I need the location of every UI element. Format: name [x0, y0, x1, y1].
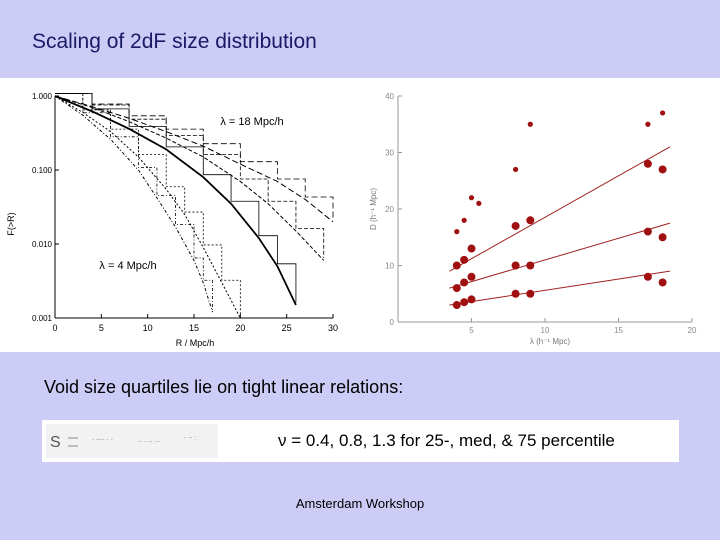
cdf-series-histogram — [55, 93, 297, 303]
cdf-x-tick-label: 0 — [52, 323, 57, 333]
scatter-point — [467, 272, 476, 281]
cdf-series-histogram — [55, 93, 325, 258]
scatter-y-tick-label: 0 — [390, 318, 395, 327]
svg-text:~ - ~ -~: ~ - ~ -~ — [138, 439, 161, 446]
scatter-point — [452, 301, 461, 310]
scatter-point — [643, 272, 652, 281]
cdf-series-line — [54, 95, 334, 223]
scatter-x-tick-label: 20 — [688, 326, 697, 335]
scatter-point — [513, 166, 519, 173]
scatter-point — [511, 261, 520, 270]
scatter-fit-line — [449, 146, 671, 272]
cdf-x-tick-label: 30 — [328, 323, 338, 333]
scatter-point — [460, 298, 469, 307]
cdf-y-tick-label: 0.010 — [32, 240, 53, 249]
formula-text: ν = 0.4, 0.8, 1.3 for 25-, med, & 75 per… — [278, 431, 615, 450]
cdf-x-tick-label: 5 — [99, 323, 104, 333]
footer-text: Amsterdam Workshop — [295, 496, 425, 511]
cdf-x-tick-label: 15 — [189, 323, 199, 333]
scatter-point — [461, 217, 467, 223]
cdf-series-line — [54, 95, 214, 313]
cdf-series-histogram — [55, 93, 334, 220]
scatter-point — [526, 261, 535, 270]
scatter-x-label: λ (h⁻¹ Mpc) — [530, 337, 571, 346]
scatter-point — [658, 165, 667, 174]
scatter-point — [454, 229, 460, 235]
svg-text:- ~~ - -: - ~~ - - — [92, 437, 114, 444]
scatter-point — [452, 284, 461, 293]
slide-title: Scaling of 2dF size distribution — [32, 30, 317, 53]
scatter-y-tick-label: 10 — [385, 262, 394, 271]
cdf-annotation-lambda-18: λ = 18 Mpc/h — [220, 116, 283, 128]
plot-panel: F(>R) R / Mpc/h λ = 18 Mpc/h λ = 4 Mpc/h… — [0, 78, 720, 352]
scatter-point — [527, 121, 533, 127]
cdf-series-histogram — [55, 93, 213, 310]
cdf-y-tick-label: 0.001 — [32, 314, 53, 323]
scatter-point — [645, 121, 651, 127]
cdf-series-histogram — [55, 93, 241, 316]
scatter-point — [643, 227, 652, 236]
cdf-chart: F(>R) R / Mpc/h λ = 18 Mpc/h λ = 4 Mpc/h… — [6, 92, 338, 348]
cdf-y-label: F(>R) — [6, 212, 16, 235]
svg-text:S: S — [50, 434, 61, 451]
scatter-point — [643, 159, 652, 168]
scatter-point — [660, 110, 666, 116]
scatter-point — [658, 278, 667, 287]
formula-strip: S - ~~ - - ~ - ~ -~ - ~ : ν = 0.4, 0.8, … — [42, 420, 679, 462]
cdf-x-tick-label: 10 — [143, 323, 153, 333]
scatter-y-tick-label: 20 — [385, 205, 394, 214]
scatter-point — [526, 216, 535, 225]
scatter-point — [467, 244, 476, 253]
scatter-point — [468, 195, 475, 201]
cdf-y-tick-label: 0.100 — [32, 166, 53, 175]
scatter-y-label: D (h⁻¹ Mpc) — [370, 188, 378, 230]
scatter-x-tick-label: 15 — [614, 326, 623, 335]
scatter-y-tick-label: 30 — [385, 149, 394, 158]
scatter-point — [511, 289, 520, 298]
cdf-x-tick-label: 20 — [235, 323, 245, 333]
cdf-x-label: R / Mpc/h — [176, 338, 215, 348]
scatter-point — [511, 221, 520, 230]
scatter-chart: D (h⁻¹ Mpc) λ (h⁻¹ Mpc) 5 10 15 20 0 10 20 30 40 — [370, 92, 697, 346]
cdf-series-line — [54, 95, 297, 306]
cdf-x-tick-label: 25 — [282, 323, 292, 333]
cdf-annotation-lambda-4: λ = 4 Mpc/h — [99, 260, 156, 272]
scatter-x-tick-label: 5 — [469, 326, 474, 335]
scatter-x-tick-label: 10 — [541, 326, 550, 335]
scatter-point — [460, 278, 469, 287]
slide-subtitle: Void size quartiles lie on tight linear … — [44, 377, 404, 397]
cdf-series-line — [54, 95, 325, 261]
svg-text:- ~ :: - ~ : — [184, 435, 196, 442]
scatter-point — [467, 295, 476, 304]
scatter-point — [476, 200, 482, 206]
cdf-y-tick-label: 1.000 — [32, 92, 53, 101]
scatter-point — [460, 255, 469, 264]
scatter-fit-line — [449, 270, 671, 306]
formula-scan-image: S - ~~ - - ~ - ~ -~ - ~ : — [46, 424, 218, 458]
scatter-point — [452, 261, 461, 270]
scatter-point — [526, 289, 535, 298]
scatter-fit-line — [449, 222, 671, 289]
cdf-series-line — [54, 95, 241, 319]
scatter-point — [658, 233, 667, 242]
scatter-y-tick-label: 40 — [385, 92, 394, 101]
